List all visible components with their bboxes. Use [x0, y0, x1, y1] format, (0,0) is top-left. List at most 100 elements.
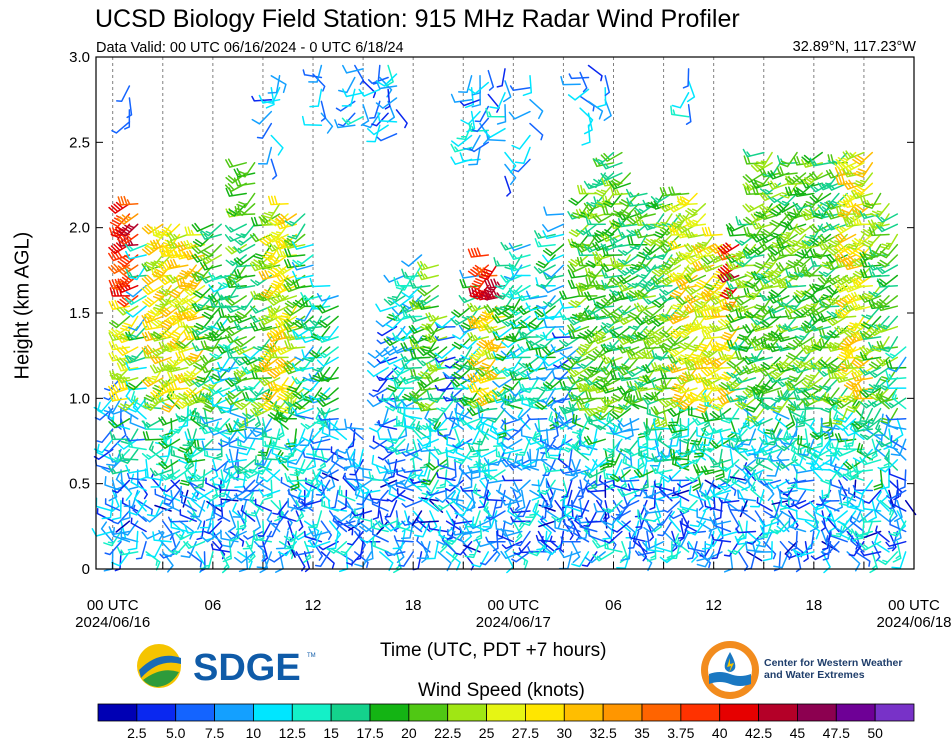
colorbar-swatch [602, 703, 643, 722]
wind-barb [142, 295, 164, 308]
wind-barb [255, 448, 273, 466]
wind-barb [321, 423, 339, 441]
wind-barb [642, 243, 665, 256]
wind-barb [669, 284, 690, 300]
wind-barb [877, 315, 899, 330]
wind-barb [735, 527, 757, 534]
wind-barb [701, 346, 723, 359]
wind-barb [270, 134, 284, 156]
wind-barb [626, 197, 648, 207]
wind-barb [584, 291, 606, 301]
wind-barb [753, 470, 773, 482]
wind-barb [258, 269, 281, 281]
wind-barb [317, 372, 339, 382]
wind-barb [817, 233, 840, 244]
wind-barb [275, 264, 298, 276]
wind-barb [709, 425, 732, 434]
wind-barb [538, 520, 556, 528]
wind-barb [737, 551, 749, 572]
wind-barb [852, 215, 874, 226]
wind-barb [250, 397, 273, 410]
wind-barb [141, 284, 164, 296]
wind-barb [592, 334, 615, 345]
wind-barb [182, 428, 197, 447]
wind-barb [269, 274, 289, 290]
wind-barb [466, 520, 490, 530]
wind-barb [144, 468, 164, 482]
wind-barb [584, 382, 606, 393]
wind-barb [786, 429, 807, 441]
wind-barb [568, 295, 590, 309]
wind-barb [839, 485, 857, 502]
wind-barb [476, 336, 498, 350]
wind-barb [863, 192, 882, 209]
wind-barb [584, 413, 606, 423]
colorbar-tick-label: 22.5 [434, 725, 461, 741]
wind-barb [788, 517, 807, 533]
wind-barb [759, 292, 782, 302]
wind-barb [269, 397, 289, 413]
wind-barb [478, 264, 498, 281]
wind-barb [500, 445, 523, 455]
wind-barb [483, 324, 506, 334]
wind-barb [224, 346, 247, 355]
wind-barb [455, 540, 473, 556]
wind-barb [251, 110, 273, 125]
wind-barb [756, 390, 773, 410]
wind-barb [717, 271, 740, 283]
colorbar-tick-label: 25 [479, 725, 495, 741]
wind-barb [451, 336, 473, 350]
wind-barb [559, 346, 581, 359]
wind-barb [600, 161, 623, 170]
wind-barb [407, 515, 423, 533]
wind-barb [699, 441, 715, 461]
wind-barb [455, 403, 473, 420]
wind-barb [568, 73, 590, 80]
wind-barb [124, 295, 147, 306]
wind-barb [116, 345, 139, 356]
wind-barb [637, 509, 656, 522]
wind-barb [154, 488, 172, 502]
wind-barb [526, 448, 540, 468]
wind-barb [450, 459, 457, 480]
wind-barb [476, 315, 498, 328]
wind-barb [418, 489, 439, 503]
wind-barb [308, 528, 331, 537]
wind-barb [737, 336, 757, 353]
wind-barb [526, 451, 548, 461]
wind-barb [653, 480, 673, 492]
wind-barb [469, 274, 490, 290]
wind-barb [602, 438, 623, 454]
wind-barb [496, 529, 515, 543]
wind-barb [581, 551, 598, 567]
wind-barb [141, 243, 164, 256]
wind-barb [228, 437, 247, 451]
wind-barb [609, 274, 631, 286]
wind-barb [224, 530, 247, 540]
wind-barb [163, 489, 181, 506]
wind-barb [653, 377, 673, 393]
wind-barb [108, 465, 131, 475]
wind-barb [213, 469, 231, 487]
wind-barb [108, 418, 131, 429]
wind-barb [166, 248, 189, 259]
wind-barb [795, 233, 815, 249]
wind-barb [723, 540, 740, 557]
wind-barb [258, 321, 281, 332]
wind-barb [284, 472, 306, 483]
wind-barb [693, 359, 715, 370]
wind-barb [284, 339, 306, 350]
colorbar-tick-label: 47.5 [823, 725, 850, 741]
wind-barb [395, 480, 414, 492]
wind-barb [191, 325, 214, 336]
wind-barb [395, 109, 408, 129]
wind-barb [158, 469, 181, 481]
wind-barb [885, 540, 907, 547]
wind-barb [860, 315, 882, 330]
wind-barb [852, 484, 874, 492]
wind-barb [342, 64, 364, 74]
wind-barb [875, 525, 890, 543]
wind-barb [369, 438, 389, 450]
wind-barb [535, 254, 556, 269]
